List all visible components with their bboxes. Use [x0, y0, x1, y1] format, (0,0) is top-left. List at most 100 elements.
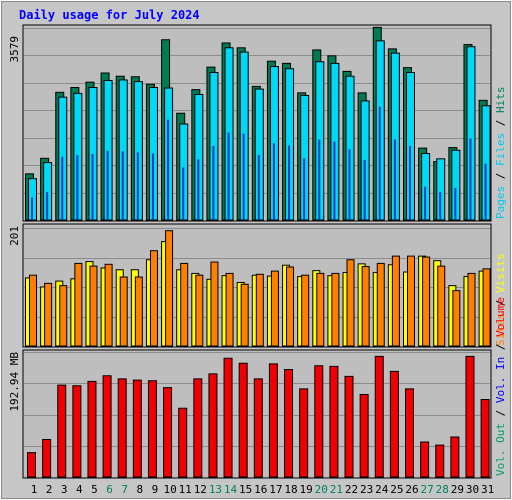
bar-sites-day-4: [74, 262, 83, 347]
x-tick-label: 12: [194, 483, 207, 496]
bars: [25, 26, 491, 478]
x-tick-label: 29: [451, 483, 464, 496]
bar-sites-day-23: [361, 266, 370, 347]
bar-pages-day-27: [424, 186, 427, 220]
legend-pages: Pages: [494, 186, 507, 219]
bar-sites-day-18: [286, 266, 295, 347]
bar-volume-day-14: [223, 357, 233, 478]
legend-sep-3: /: [494, 293, 507, 313]
bar-sites-day-14: [225, 272, 234, 347]
bar-pages-day-18: [288, 145, 291, 220]
bar-volume-day-31: [480, 399, 490, 478]
bar-volume-day-27: [420, 441, 430, 478]
bar-sites-day-1: [29, 274, 37, 347]
bar-volume-day-8: [132, 379, 142, 478]
bar-pages-day-23: [363, 159, 366, 220]
x-tick-label: 13: [209, 483, 222, 496]
legend-sep-1: /: [494, 166, 507, 186]
bar-sites-day-15: [240, 283, 249, 347]
x-tick-label: 19: [300, 483, 313, 496]
x-tick-label: 14: [224, 483, 238, 496]
legend-volume: Volume: [494, 297, 507, 337]
bar-sites-day-11: [180, 262, 189, 347]
legend-vol-out: Vol. Out: [494, 423, 507, 476]
bar-pages-day-26: [409, 145, 411, 220]
legend-top: Pages / Files / Hits: [494, 87, 507, 220]
bar-pages-day-8: [136, 152, 139, 220]
legend-sites: Sites: [494, 313, 507, 346]
bar-pages-day-24: [378, 106, 381, 220]
bar-sites-day-16: [255, 273, 264, 347]
legend-middle: Sites / Visits: [494, 253, 507, 346]
bar-volume-day-21: [329, 365, 339, 478]
bar-pages-day-10: [167, 119, 170, 220]
bar-sites-day-2: [44, 282, 53, 347]
bar-sites-day-26: [407, 255, 415, 347]
legend-files: Files: [494, 133, 507, 166]
bar-sites-day-12: [195, 274, 204, 347]
bar-pages-day-7: [121, 151, 124, 220]
bar-volume-day-17: [268, 363, 278, 478]
bar-pages-day-9: [151, 153, 154, 220]
bar-volume-day-29: [450, 436, 460, 478]
legend-sep-4: /: [494, 403, 507, 423]
x-tick-label: 16: [254, 483, 267, 496]
bar-sites-day-5: [89, 265, 98, 347]
x-tick-label: 20: [315, 483, 328, 496]
x-tick-label: 31: [481, 483, 494, 496]
bar-volume-day-28: [435, 444, 445, 478]
bar-volume-day-12: [193, 378, 203, 478]
bar-sites-day-22: [346, 259, 355, 347]
bar-sites-day-29: [452, 290, 461, 347]
bar-pages-day-2: [46, 192, 49, 220]
bar-pages-day-20: [318, 139, 321, 220]
bar-volume-day-7: [117, 378, 127, 478]
x-tick-label: 27: [420, 483, 433, 496]
x-tick-label: 25: [390, 483, 403, 496]
bar-sites-day-7: [119, 276, 128, 347]
bar-volume-day-2: [42, 439, 52, 478]
bar-pages-day-22: [348, 149, 351, 220]
x-tick-label: 18: [284, 483, 297, 496]
bar-pages-day-17: [272, 143, 275, 220]
bar-sites-day-19: [301, 274, 310, 347]
x-tick-label: 3: [61, 483, 68, 496]
x-tick-label: 6: [106, 483, 113, 496]
bar-volume-day-25: [389, 370, 399, 478]
bar-sites-day-24: [376, 262, 385, 347]
legend-sep-2: /: [494, 113, 507, 133]
bar-pages-day-16: [257, 155, 260, 220]
legend-bottom: Vol. Out / Vol. In / Volume: [494, 297, 507, 476]
bar-volume-day-22: [344, 375, 354, 478]
x-tick-label: 17: [269, 483, 282, 496]
bar-sites-day-21: [331, 272, 340, 347]
x-tick-label: 11: [179, 483, 192, 496]
bar-pages-day-13: [212, 145, 215, 220]
legend-vol-in: Vol. In: [494, 357, 507, 403]
x-tick-label: 30: [466, 483, 479, 496]
bar-pages-day-25: [393, 139, 396, 220]
bar-pages-day-21: [333, 141, 336, 220]
x-tick-label: 1: [31, 483, 38, 496]
x-tick-label: 10: [163, 483, 176, 496]
x-tick-label: 15: [239, 483, 252, 496]
x-tick-label: 24: [375, 483, 389, 496]
bar-volume-day-9: [147, 380, 157, 478]
bar-pages-day-15: [242, 133, 245, 220]
bar-volume-day-19: [299, 388, 309, 478]
bar-pages-day-29: [454, 187, 457, 220]
bar-pages-day-31: [484, 163, 487, 220]
middle-ymax-label: 201: [8, 226, 21, 246]
bar-pages-day-14: [227, 132, 230, 220]
bar-sites-day-8: [134, 276, 143, 347]
x-tick-label: 23: [360, 483, 373, 496]
x-tick-label: 5: [91, 483, 98, 496]
bar-sites-day-3: [59, 285, 68, 347]
bar-pages-day-30: [469, 138, 472, 220]
bar-volume-day-18: [284, 369, 294, 478]
bar-sites-day-20: [316, 272, 325, 347]
x-tick-label: 2: [46, 483, 53, 496]
bar-pages-day-11: [182, 167, 185, 220]
